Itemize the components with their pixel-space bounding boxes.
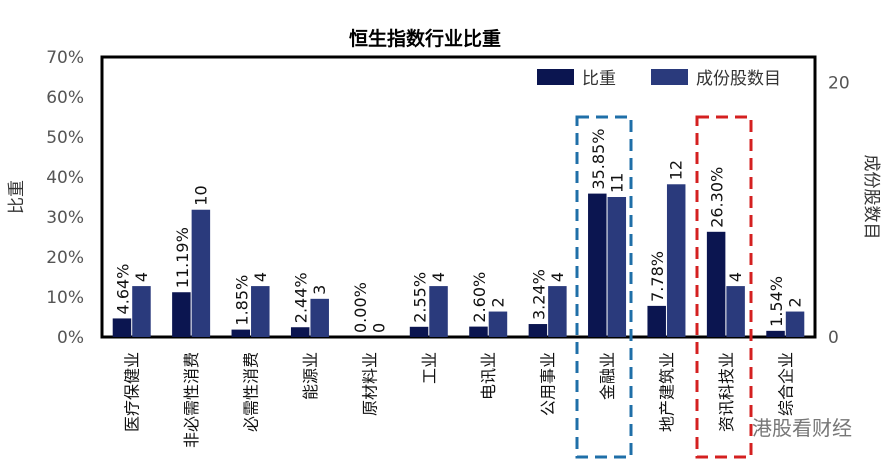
bar-count (191, 209, 211, 337)
legend-swatch-count (651, 69, 688, 85)
bar-weight (290, 327, 310, 337)
legend: 比重 成份股数目 (537, 69, 781, 89)
bar-weight (231, 329, 251, 337)
data-label-weight: 2.60% (470, 272, 489, 323)
chart-title: 恒生指数行业比重 (349, 27, 501, 50)
bar-weight (112, 318, 132, 337)
bar-count (310, 298, 329, 337)
x-tick-label: 公用事业 (539, 352, 558, 416)
y-tick-label: 60% (46, 88, 84, 108)
y-tick-label: 30% (46, 208, 84, 228)
y2-axis-label: 成份股数目 (861, 155, 881, 240)
bar-weight (647, 305, 666, 337)
data-label-count: 2 (786, 297, 805, 307)
bar-weight (469, 326, 488, 337)
data-label-weight: 0.00% (351, 282, 370, 333)
bar-count (488, 311, 508, 337)
data-label-count: 4 (548, 272, 567, 282)
data-label-weight: 2.44% (292, 272, 311, 323)
y-tick-label: 0% (57, 328, 84, 348)
data-label-weight: 2.55% (411, 272, 430, 323)
y-tick-label: 10% (46, 288, 84, 308)
data-label-count: 4 (251, 272, 270, 282)
data-label-count: 12 (667, 160, 686, 180)
x-tick-label: 必需性消费 (242, 352, 261, 432)
data-label-count: 3 (310, 285, 329, 295)
bar-weight (409, 326, 429, 337)
watermark: 港股看财经 (752, 416, 852, 440)
x-tick-label: 非必需性消费 (182, 352, 201, 448)
y-tick-label: 50% (46, 128, 84, 148)
legend-swatch-weight (537, 69, 574, 85)
bar-count (666, 184, 686, 337)
data-label-count: 4 (726, 272, 745, 282)
y-tick-label: 70% (46, 48, 84, 68)
y2-tick-label: 20 (828, 73, 850, 93)
data-label-weight: 3.24% (529, 269, 548, 320)
bar-count (429, 286, 448, 337)
bar-weight (588, 193, 607, 337)
x-tick-label: 金融业 (598, 352, 617, 400)
data-label-weight: 1.85% (232, 275, 251, 326)
y2-tick-label: 0 (828, 328, 839, 348)
data-label-count: 4 (132, 272, 151, 282)
data-label-weight: 11.19% (173, 227, 192, 288)
bar-count (607, 197, 627, 337)
y-tick-label: 20% (46, 248, 84, 268)
data-label-weight: 1.54% (767, 276, 786, 327)
bar-count (251, 286, 270, 337)
x-tick-label: 原材料业 (360, 352, 379, 416)
x-tick-label: 资讯科技业 (717, 352, 736, 432)
legend-label-weight: 比重 (582, 69, 616, 89)
highlight-box-finance (575, 115, 633, 459)
plot-area (100, 55, 817, 339)
data-label-count: 4 (429, 272, 448, 282)
data-label-count: 2 (488, 297, 507, 307)
x-tick-label: 地产建筑业 (657, 352, 676, 432)
bar-count (548, 286, 567, 337)
data-label-weight: 7.78% (648, 251, 667, 302)
data-label-weight: 26.30% (708, 167, 727, 228)
bar-weight (172, 292, 191, 337)
y-tick-label: 40% (46, 168, 84, 188)
bar-weight (766, 330, 785, 337)
y-axis-label: 比重 (7, 180, 27, 214)
x-tick-label: 综合企业 (776, 352, 795, 416)
x-tick-label: 能源业 (301, 352, 320, 400)
data-label-count: 10 (191, 185, 210, 205)
bar-count (132, 286, 151, 337)
bar-count (726, 286, 745, 337)
bar-weight (528, 324, 548, 337)
bar-weight (706, 231, 726, 337)
x-tick-label: 工业 (420, 352, 439, 384)
data-label-count: 11 (607, 173, 626, 193)
highlight-box-it (695, 115, 753, 459)
bar-count (785, 311, 805, 337)
data-label-count: 0 (370, 323, 389, 333)
data-label-weight: 35.85% (589, 129, 608, 190)
data-label-weight: 4.64% (113, 264, 132, 315)
x-tick-label: 电讯业 (479, 352, 498, 400)
legend-label-count: 成份股数目 (696, 69, 781, 89)
x-tick-label: 医疗保健业 (123, 352, 142, 432)
